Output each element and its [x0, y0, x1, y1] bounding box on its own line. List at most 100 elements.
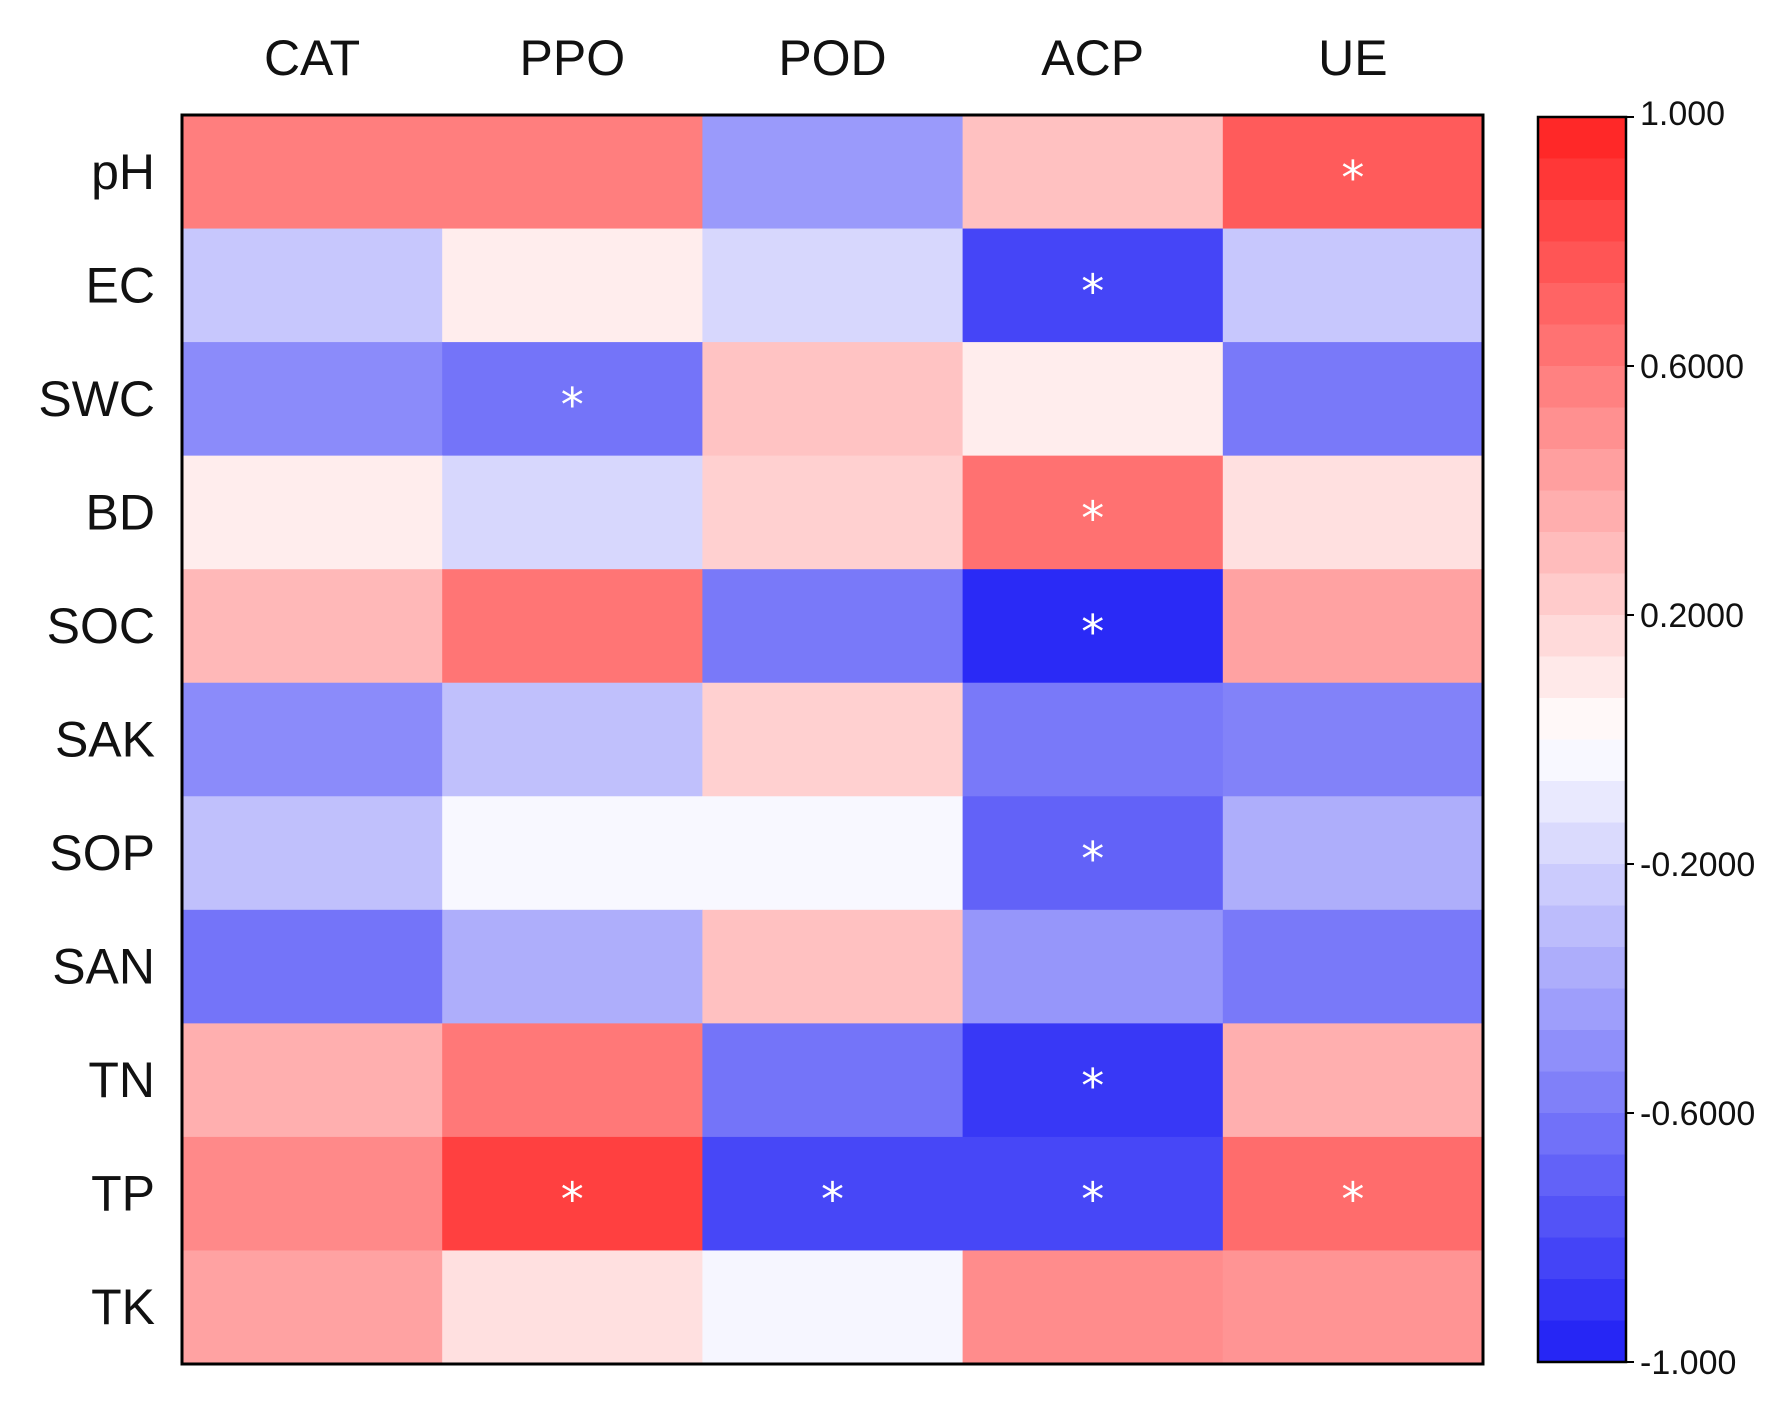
heatmap-cells [182, 115, 1484, 1365]
colorbar-tick-label: 0.2000 [1640, 597, 1744, 635]
colorbar-tick-label: 0.6000 [1640, 348, 1744, 386]
heatmap-cell [442, 909, 703, 1024]
colorbar-step [1538, 407, 1626, 450]
colorbar-tick-label: -1.000 [1640, 1344, 1736, 1382]
heatmap-cell [442, 1023, 703, 1138]
heatmap-cell [1222, 228, 1484, 343]
colorbar-step [1538, 532, 1626, 575]
heatmap-cell [962, 342, 1224, 457]
heatmap-cell [702, 569, 964, 684]
heatmap-cell [962, 796, 1224, 911]
heatmap-cell [182, 1136, 443, 1252]
heatmap-cell [1222, 909, 1484, 1024]
colorbar-step [1538, 366, 1626, 409]
column-labels: CAT PPO POD ACP UE [264, 30, 1388, 86]
heatmap-cell [442, 115, 703, 230]
significance-marker: * [1081, 832, 1104, 886]
heatmap-cell [702, 115, 964, 230]
significance-marker: * [1081, 491, 1104, 545]
colorbar-step [1538, 200, 1626, 243]
heatmap-cell [1222, 1250, 1484, 1365]
colorbar-ticks: 1.000 0.6000 0.2000 -0.2000 -0.6000 -1.000 [1626, 95, 1755, 1382]
heatmap-cell [702, 228, 964, 343]
row-label: TN [88, 1052, 155, 1108]
colorbar-step [1538, 1237, 1626, 1280]
colorbar-step [1538, 988, 1626, 1031]
colorbar-step [1538, 158, 1626, 201]
heatmap-frame [180, 113, 1485, 1366]
colorbar-step [1538, 615, 1626, 658]
heatmap-cell [702, 342, 964, 457]
heatmap-cell [1222, 1023, 1484, 1138]
heatmap-cell [182, 342, 443, 457]
heatmap-cell [442, 228, 703, 343]
heatmap-cell [962, 228, 1224, 343]
heatmap-cell [702, 1250, 964, 1365]
colorbar-step [1538, 947, 1626, 990]
column-label: CAT [264, 30, 360, 86]
heatmap-cell [962, 569, 1224, 684]
column-label: UE [1318, 30, 1387, 86]
significance-marker: * [1341, 1173, 1364, 1227]
row-label: SAK [55, 712, 155, 768]
significance-marker: * [1081, 264, 1104, 318]
heatmap-cell [702, 1136, 964, 1252]
colorbar-step [1538, 1279, 1626, 1322]
row-label: TP [91, 1166, 155, 1222]
heatmap-cell [962, 682, 1224, 797]
heatmap-cell [1222, 682, 1484, 797]
row-label: BD [86, 484, 155, 540]
significance-marker: * [821, 1173, 844, 1227]
heatmap-cell [1222, 796, 1484, 911]
colorbar-step [1538, 283, 1626, 326]
column-label: ACP [1041, 30, 1144, 86]
significance-marker: * [1341, 151, 1364, 205]
column-label: PPO [520, 30, 626, 86]
colorbar-step [1538, 324, 1626, 367]
heatmap-cell [182, 909, 443, 1024]
colorbar-step [1538, 1196, 1626, 1239]
significance-marker: * [1081, 1059, 1104, 1113]
heatmap-cell [1222, 455, 1484, 570]
heatmap-cell [442, 796, 703, 911]
colorbar-step [1538, 905, 1626, 948]
colorbar-step [1538, 864, 1626, 907]
colorbar-tick-label: -0.2000 [1640, 846, 1755, 884]
colorbar [1538, 117, 1626, 1363]
row-label: SOP [49, 825, 155, 881]
significance-markers: * * * * * * * * * * * [561, 151, 1365, 1227]
heatmap-cell [1222, 569, 1484, 684]
colorbar-step [1538, 117, 1626, 160]
heatmap-cell [182, 1023, 443, 1138]
heatmap-cell [962, 455, 1224, 570]
heatmap-cell [442, 1250, 703, 1365]
colorbar-step [1538, 490, 1626, 533]
column-label: POD [778, 30, 886, 86]
colorbar-step [1538, 1113, 1626, 1156]
heatmap-cell [962, 909, 1224, 1024]
colorbar-step [1538, 449, 1626, 492]
colorbar-step [1538, 656, 1626, 699]
heatmap-cell [962, 1023, 1224, 1138]
heatmap-cell [1222, 1136, 1484, 1252]
colorbar-frame [1536, 115, 1628, 1364]
colorbar-step [1538, 1071, 1626, 1114]
row-label: TK [91, 1279, 155, 1335]
heatmap-cell [702, 682, 964, 797]
heatmap-cell [182, 569, 443, 684]
heatmap-cell [1222, 115, 1484, 230]
colorbar-step [1538, 1320, 1626, 1363]
heatmap-cell [182, 455, 443, 570]
row-label: EC [86, 257, 155, 313]
heatmap-cell [442, 342, 703, 457]
significance-marker: * [561, 378, 584, 432]
colorbar-step [1538, 739, 1626, 782]
colorbar-tick-label: -0.6000 [1640, 1095, 1755, 1133]
heatmap-cell [442, 569, 703, 684]
heatmap-cell [702, 1023, 964, 1138]
heatmap-cell [182, 228, 443, 343]
colorbar-step [1538, 573, 1626, 616]
heatmap-cell [442, 1136, 703, 1252]
colorbar-step [1538, 781, 1626, 824]
